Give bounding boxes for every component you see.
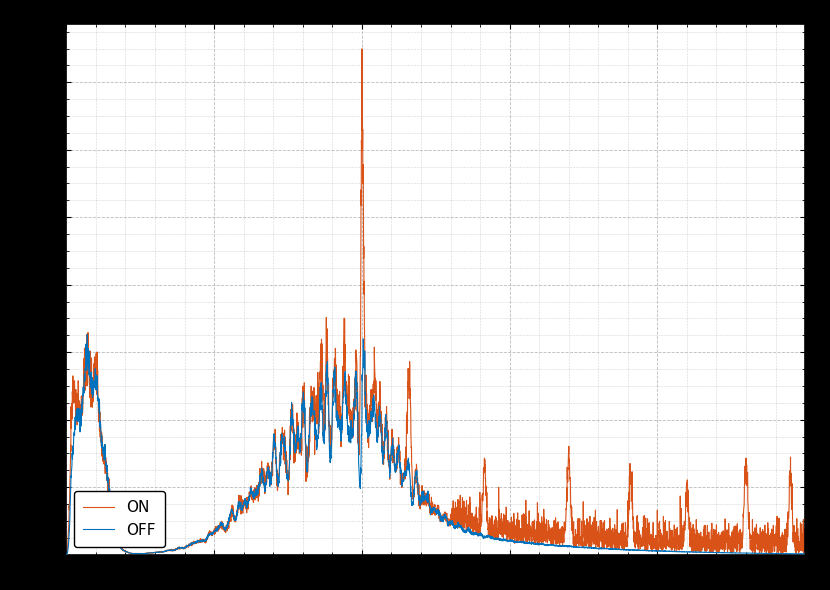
OFF: [413, 481, 422, 488]
ON: [61, 549, 71, 556]
OFF: [82, 331, 92, 338]
ON: [378, 438, 388, 445]
OFF: [778, 550, 788, 557]
ON: [778, 549, 788, 556]
ON: [138, 550, 148, 558]
OFF: [741, 549, 751, 556]
ON: [357, 45, 367, 53]
ON: [800, 533, 810, 540]
ON: [372, 406, 382, 413]
OFF: [61, 551, 71, 558]
OFF: [372, 434, 382, 441]
ON: [741, 455, 751, 462]
OFF: [598, 545, 608, 552]
ON: [598, 532, 608, 539]
OFF: [378, 450, 388, 457]
ON: [413, 488, 422, 495]
OFF: [800, 550, 810, 558]
Line: ON: ON: [66, 49, 805, 554]
Legend: ON, OFF: ON, OFF: [74, 491, 164, 547]
Line: OFF: OFF: [66, 335, 805, 555]
